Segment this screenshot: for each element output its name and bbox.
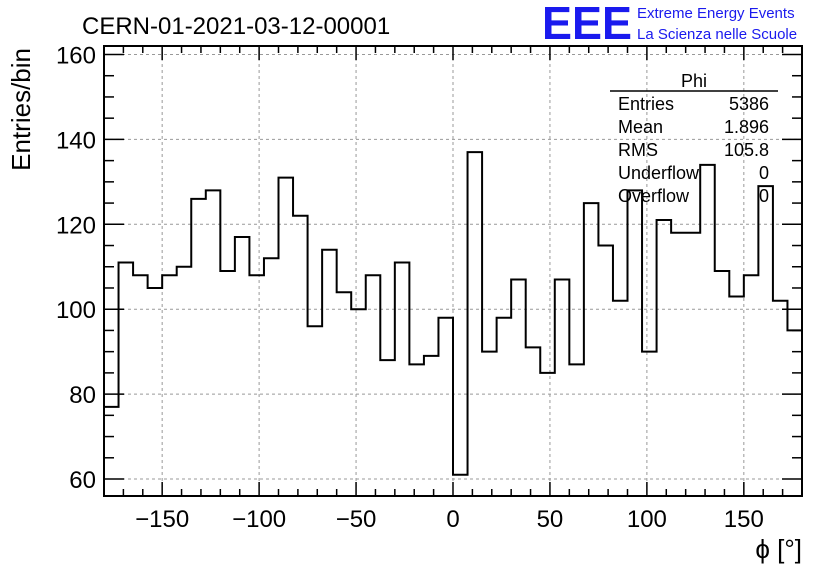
axis-ticks [104, 46, 802, 496]
histogram-bin [148, 288, 163, 496]
histogram-bin [366, 275, 381, 496]
histogram-bin [220, 271, 235, 496]
histogram-bin [119, 263, 134, 496]
histogram-bin [729, 296, 744, 496]
histogram-bin [133, 275, 148, 496]
histogram-bin [438, 318, 453, 496]
x-axis-title: ϕ [°] [755, 534, 802, 564]
histogram-bin [322, 250, 337, 496]
histogram-bin [497, 318, 512, 496]
histogram-bin [511, 279, 526, 496]
histogram-bin [787, 330, 802, 496]
x-tick-label: −50 [336, 506, 377, 533]
histogram-bin [758, 186, 773, 496]
y-tick-label: 120 [56, 212, 96, 239]
histogram-bin [264, 258, 279, 496]
histogram-bin [744, 275, 759, 496]
histogram-bin [162, 275, 177, 496]
histogram-bin [206, 190, 221, 496]
histogram-bin [279, 178, 294, 496]
histogram-bin [380, 360, 395, 496]
stats-value-mean: 1.896 [724, 117, 769, 137]
stats-label-rms: RMS [618, 140, 658, 160]
x-tick-label: 100 [627, 506, 667, 533]
histogram-bin [700, 165, 715, 496]
histogram-bin [526, 347, 541, 496]
stats-label-overflow: Overflow [618, 186, 690, 206]
y-tick-label: 60 [69, 467, 96, 494]
y-tick-label: 140 [56, 127, 96, 154]
stats-value-entries: 5386 [729, 94, 769, 114]
histogram-outline [103, 151, 803, 496]
stats-value-rms: 105.8 [724, 140, 769, 160]
histogram-bin [628, 190, 643, 496]
histogram-bin [409, 364, 424, 496]
histogram-bin [395, 263, 410, 496]
stats-label-entries: Entries [618, 94, 674, 114]
histogram-bin [569, 364, 584, 496]
y-tick-label: 100 [56, 297, 96, 324]
histogram-bin [177, 267, 192, 496]
stats-value-underflow: 0 [759, 163, 769, 183]
histogram-bin [715, 271, 730, 496]
histogram-bin [598, 246, 613, 496]
histogram-bin [424, 356, 439, 496]
x-tick-label: −150 [135, 506, 189, 533]
histogram-bin [613, 301, 628, 496]
x-tick-label: 0 [446, 506, 459, 533]
histogram-bin [249, 275, 264, 496]
y-tick-label: 160 [56, 42, 96, 69]
x-tick-label: −100 [232, 506, 286, 533]
histogram-bin [293, 216, 308, 496]
histogram-bin [773, 301, 788, 496]
histogram-bin [555, 279, 570, 496]
y-axis-title: Entries/bin [6, 48, 36, 171]
x-tick-label: 50 [537, 506, 564, 533]
histogram-bin [308, 326, 323, 496]
histogram-bin [686, 233, 701, 496]
histogram-bin [468, 152, 483, 496]
stats-box-title: Phi [681, 71, 707, 91]
histogram-bin [482, 352, 497, 496]
histogram-bin [642, 352, 657, 496]
y-tick-labels: 60 80 100 120 140 160 [56, 42, 96, 494]
histogram-bin [191, 199, 206, 496]
stats-value-overflow: 0 [759, 186, 769, 206]
histogram-bin [671, 233, 686, 496]
histogram-bin [584, 203, 599, 496]
stats-box: Phi Entries 5386 Mean 1.896 RMS 105.8 Un… [610, 71, 778, 206]
stats-label-underflow: Underflow [618, 163, 700, 183]
histogram-bin [104, 407, 119, 496]
histogram-bin [235, 237, 250, 496]
grid-lines [104, 46, 802, 496]
stats-label-mean: Mean [618, 117, 663, 137]
histogram-bin [657, 220, 672, 496]
histogram-bin [453, 475, 468, 496]
histogram-bin [351, 309, 366, 496]
run-title: CERN-01-2021-03-12-00001 [82, 13, 390, 40]
eee-logo: EEE Extreme Energy Events La Scienza nel… [542, 0, 797, 49]
x-tick-labels: −150 −100 −50 0 50 100 150 [135, 506, 764, 533]
histogram-bin [540, 373, 555, 496]
logo-text: EEE [542, 0, 632, 49]
y-tick-label: 80 [69, 382, 96, 409]
logo-line-1: Extreme Energy Events [637, 5, 795, 22]
logo-line-2: La Scienza nelle Scuole [637, 26, 797, 43]
x-tick-label: 150 [724, 506, 764, 533]
